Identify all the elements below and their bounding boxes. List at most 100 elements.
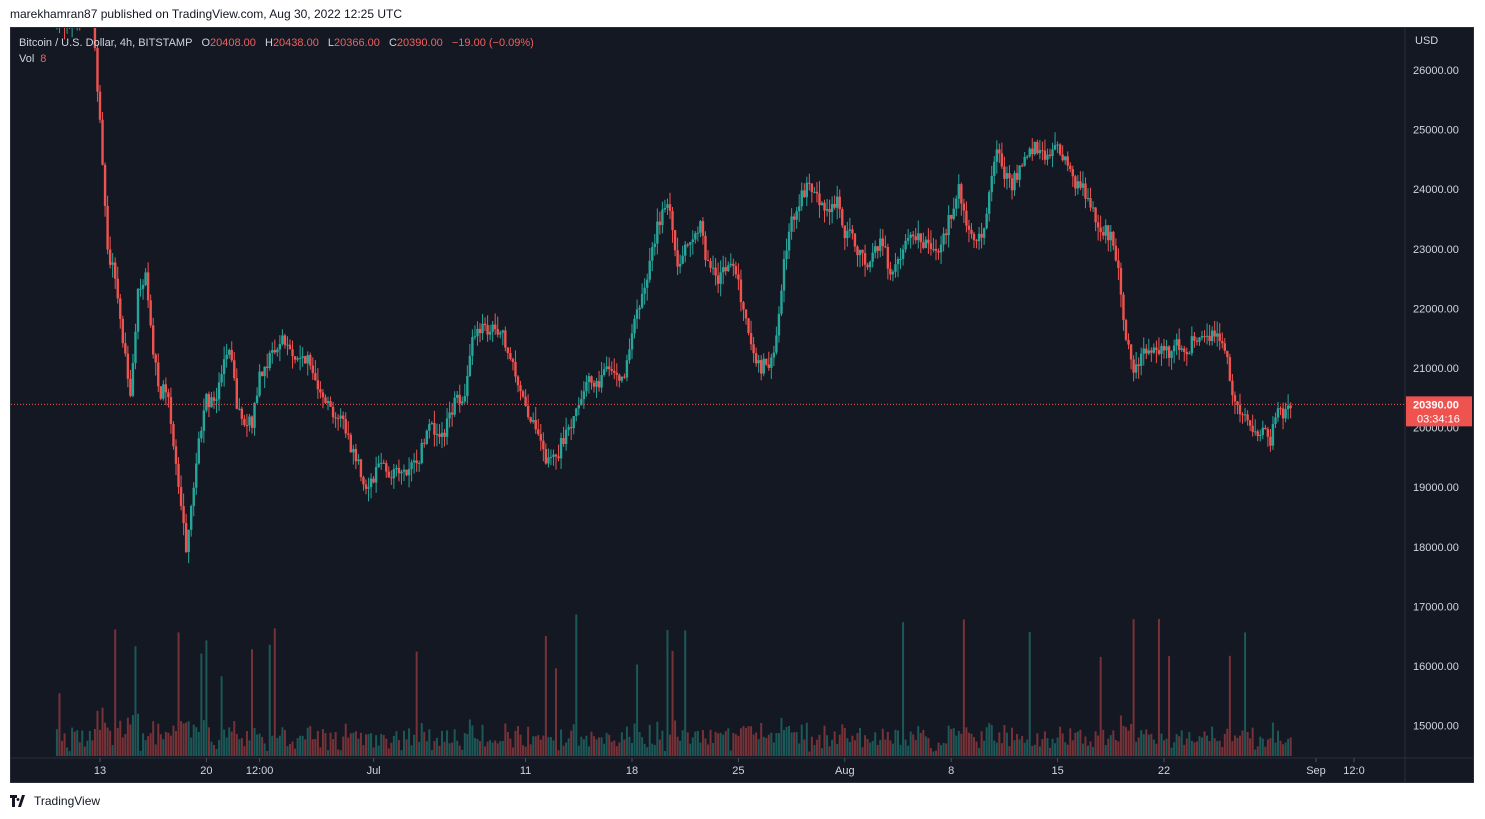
- volume-bar: [557, 750, 560, 756]
- candle-body: [955, 198, 958, 209]
- candle-body: [1026, 156, 1029, 158]
- volume-bar: [517, 726, 519, 756]
- candle-body: [549, 456, 553, 458]
- volume-bar: [1003, 725, 1006, 756]
- volume-bar: [1180, 730, 1183, 756]
- candle-body: [775, 335, 778, 353]
- symbol-title[interactable]: Bitcoin / U.S. Dollar, 4h, BITSTAMP: [19, 37, 193, 49]
- candle-body: [1188, 353, 1191, 355]
- candle-body: [648, 260, 651, 280]
- candle-body: [298, 358, 302, 360]
- candle-body: [592, 382, 596, 387]
- volume-bar: [631, 743, 633, 756]
- volume-bar: [821, 748, 823, 756]
- volume-bar: [891, 743, 894, 756]
- candle-body: [785, 250, 788, 260]
- volume-bar: [625, 726, 628, 756]
- time-tick-label: 11: [520, 765, 531, 777]
- candle-body: [1089, 198, 1092, 208]
- candle-body: [116, 278, 119, 299]
- volume-bar: [582, 739, 585, 756]
- candle-body: [425, 430, 428, 444]
- volume-bar: [864, 735, 867, 756]
- candle-body: [428, 424, 431, 431]
- volume-label[interactable]: Vol: [19, 53, 35, 65]
- volume-bar: [73, 731, 76, 756]
- volume-bar: [960, 733, 963, 756]
- candle-body: [818, 193, 821, 206]
- candle-body: [813, 191, 816, 193]
- candle-body: [653, 243, 656, 248]
- volume-bar: [598, 737, 601, 756]
- volume-bar: [1013, 740, 1016, 756]
- candle-body: [1102, 232, 1105, 236]
- volume-bar: [1175, 734, 1178, 756]
- candle-body: [656, 221, 659, 244]
- candle-body: [342, 415, 345, 419]
- volume-bar: [859, 727, 861, 756]
- volume-bar: [707, 744, 709, 756]
- volume-bar: [663, 751, 666, 756]
- candle-body: [861, 249, 864, 254]
- volume-bar: [159, 734, 162, 756]
- candle-body: [1221, 341, 1224, 344]
- volume-bar: [347, 737, 350, 756]
- time-scale[interactable]: 13 20 12:00 Jul 11 18 25 Aug 8 15 22 Sep 12:0: [94, 758, 1365, 777]
- candle-body: [1058, 144, 1062, 155]
- volume-bar: [676, 736, 679, 756]
- candle-body: [1269, 436, 1272, 446]
- candle-body: [1056, 144, 1059, 146]
- chart-panel[interactable]: USD 26000.00 25000.00 24000.00 23000.00 22000…: [10, 27, 1474, 783]
- candle-body: [141, 284, 145, 289]
- candle-body: [1213, 330, 1216, 337]
- candle-body: [671, 210, 674, 231]
- tradingview-footer[interactable]: TradingView: [10, 794, 100, 808]
- candle-body: [129, 378, 132, 396]
- change-value: −19.00 (−0.09%): [451, 37, 534, 49]
- close-label: C: [388, 37, 397, 49]
- volume-bar: [400, 750, 403, 756]
- candle-body: [998, 149, 1001, 154]
- volume-bar: [988, 723, 991, 756]
- volume-bar: [539, 739, 542, 756]
- candle-body: [752, 344, 755, 354]
- candle-body: [380, 462, 383, 464]
- volume-bar: [841, 724, 844, 756]
- candle-body: [415, 460, 418, 464]
- candle-body: [195, 463, 198, 488]
- volume-bar: [755, 732, 758, 756]
- candle-body: [276, 349, 279, 353]
- candle-body: [98, 91, 102, 120]
- volume-bar: [461, 749, 464, 756]
- volume-bar: [235, 733, 238, 756]
- volume-bar: [1218, 740, 1221, 756]
- volume-bar: [119, 720, 122, 756]
- candlestick-chart[interactable]: USD 26000.00 25000.00 24000.00 23000.00 22000…: [11, 28, 1473, 782]
- volume-bar: [342, 736, 345, 756]
- candle-body: [808, 182, 811, 184]
- volume-bar: [762, 736, 765, 756]
- candle-body: [1064, 156, 1067, 161]
- candle-body: [146, 272, 150, 301]
- time-tick-label: 8: [948, 765, 954, 777]
- volume-bar: [1107, 738, 1110, 756]
- volume-bar: [590, 731, 593, 756]
- candle-body: [114, 262, 117, 279]
- volume-bar: [542, 735, 545, 756]
- candle-body: [108, 249, 112, 265]
- volume-bar: [886, 731, 889, 756]
- volume-bar: [240, 738, 243, 756]
- candle-body: [412, 460, 416, 463]
- volume-bar: [1221, 746, 1224, 756]
- volume-bar: [1239, 735, 1241, 756]
- price-tick-label: 21000.00: [1413, 363, 1459, 375]
- volume-bar: [699, 742, 702, 756]
- candle-body: [111, 262, 114, 265]
- low-label: L: [327, 37, 335, 49]
- price-scale[interactable]: USD 26000.00 25000.00 24000.00 23000.00 22000…: [1406, 35, 1472, 733]
- volume-bar: [1178, 736, 1181, 756]
- volume-bar: [752, 734, 755, 756]
- volume-bar: [1271, 722, 1274, 756]
- volume-bar: [1190, 740, 1193, 756]
- candle-body: [678, 263, 682, 267]
